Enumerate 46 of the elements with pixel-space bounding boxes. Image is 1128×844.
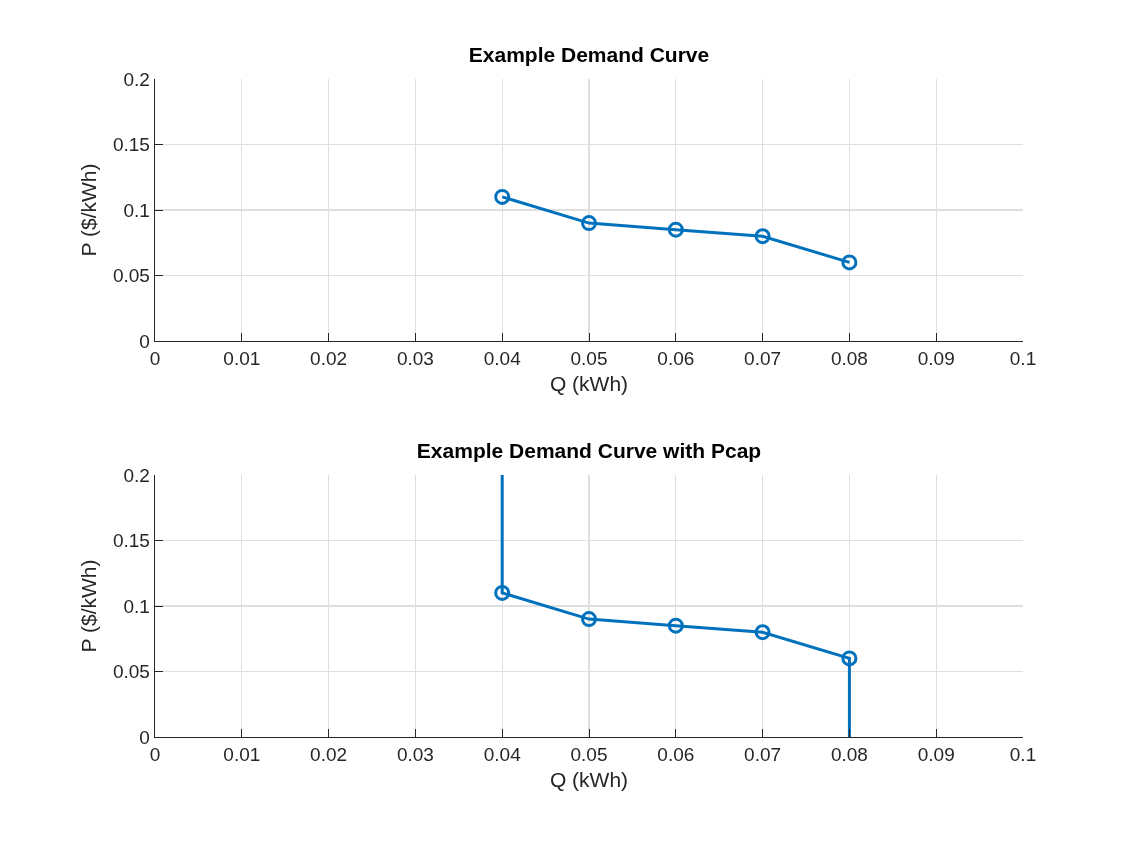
x-tick-label: 0.07 — [744, 744, 782, 766]
x-tick-label: 0.08 — [830, 348, 868, 370]
x-tick-label: 0.01 — [223, 348, 261, 370]
point — [581, 611, 597, 628]
x-tick-label: 0.04 — [483, 744, 522, 766]
x-tick-label: 0.06 — [657, 348, 695, 370]
y-tick-label: 0.05 — [112, 661, 150, 683]
chart-title: Example Demand Curve with Pcap — [416, 439, 762, 463]
x-tick-label: 0.09 — [917, 744, 955, 766]
x-tick-label: 0.04 — [483, 348, 522, 370]
x-tick-label: 0.08 — [830, 744, 868, 766]
y-axis-title: P ($/kWh) — [77, 559, 101, 653]
y-tick-label: 0.05 — [112, 265, 150, 287]
x-axis-title: Q (kWh) — [549, 768, 629, 792]
x-tick-label: 0.07 — [744, 348, 782, 370]
y-tick-label: 0.2 — [123, 464, 150, 486]
chart-title: Example Demand Curve — [468, 43, 710, 67]
x-tick-label: 0.03 — [396, 744, 434, 766]
y-tick-label: 0 — [139, 726, 150, 748]
point — [494, 584, 511, 601]
x-tick-label: 0.02 — [310, 348, 348, 370]
x-tick-label: 0.1 — [1009, 744, 1037, 766]
point — [667, 617, 684, 634]
y-axis-title: P ($/kWh) — [77, 163, 101, 257]
y-tick-label: 0.15 — [112, 530, 150, 552]
y-tick-label: 0.15 — [112, 134, 150, 156]
point — [841, 254, 858, 271]
y-tick-label: 0 — [139, 330, 150, 352]
y-tick-label: 0.1 — [123, 595, 150, 617]
point — [581, 215, 597, 232]
x-tick-label: 0.06 — [657, 744, 695, 766]
y-tick-label: 0.2 — [123, 68, 150, 90]
point — [754, 228, 771, 245]
x-tick-label: 0.09 — [917, 348, 955, 370]
point — [754, 624, 771, 641]
x-tick-label: 0.05 — [570, 744, 608, 766]
x-tick-label: 0.01 — [223, 744, 261, 766]
x-tick-label: 0.05 — [570, 348, 608, 370]
x-tick-label: 0.02 — [310, 744, 348, 766]
y-tick-label: 0.1 — [123, 199, 150, 221]
point — [494, 188, 511, 205]
point — [841, 650, 858, 667]
x-tick-label: 0.03 — [396, 348, 434, 370]
x-axis-title: Q (kWh) — [549, 372, 629, 396]
point — [667, 221, 684, 238]
x-tick-label: 0.1 — [1009, 348, 1037, 370]
